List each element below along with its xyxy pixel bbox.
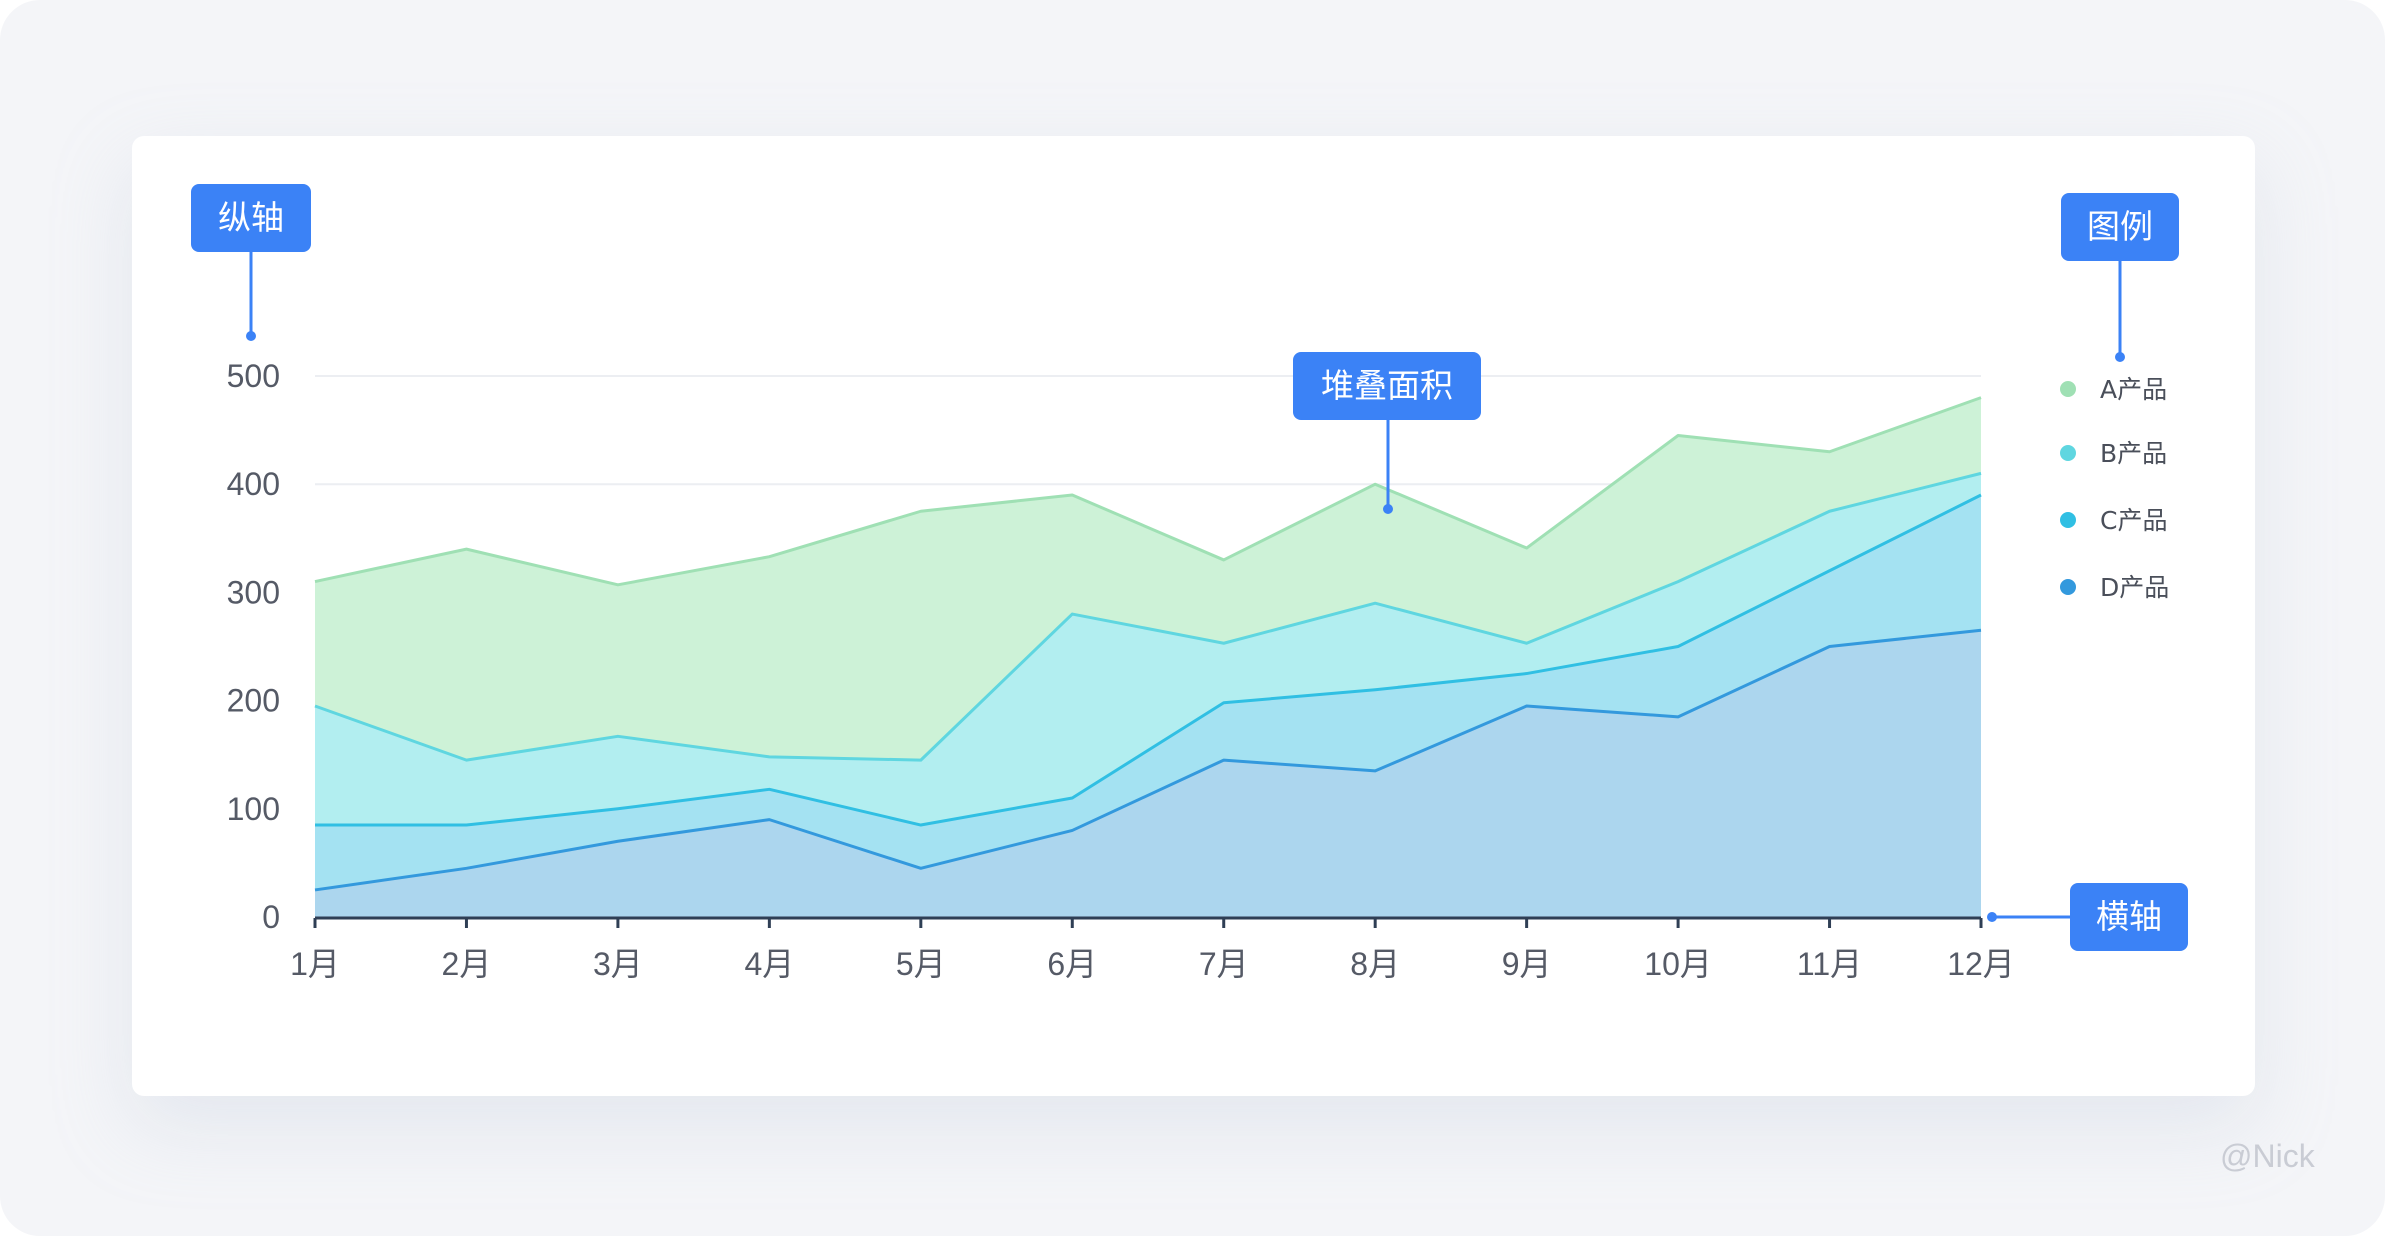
x-tick-label: 3月 [593,946,643,982]
legend-marker [2060,445,2076,461]
x-tick-label: 6月 [1047,946,1097,982]
x-tick-label: 10月 [1644,946,1712,982]
y-tick-label: 500 [227,358,280,394]
stacked-area-chart: 500 400 300 200 100 0 1月 2月 3月 4月 5月 6月 7月 8月 9月 10月 11… [227,252,2169,982]
line-D产品 [314,628,1982,892]
legend-callout: 图例 [2061,193,2179,261]
y-tick-label: 300 [227,574,280,610]
x-tick-label: 2月 [442,946,492,982]
y-tick-labels: 500 400 300 200 100 0 [227,358,280,935]
x-axis-leader-dot [1987,912,1997,922]
callout-leaders [246,252,2125,922]
legend-marker [2060,381,2076,397]
y-tick-label: 100 [227,791,280,827]
line-A产品 [314,396,1982,587]
x-tick-label: 5月 [896,946,946,982]
stacked-area-callout: 堆叠面积 [1293,352,1481,420]
y-tick-label: 400 [227,466,280,502]
legend-label: D产品 [2100,573,2169,602]
author-watermark: @Nick [2220,1138,2315,1174]
stacked-area-leader-dot [1383,504,1393,514]
legend-marker [2060,512,2076,528]
y-axis-callout: 纵轴 [191,184,311,252]
y-tick-label: 0 [262,899,280,935]
y-tick-label: 200 [227,683,280,719]
x-tick-label: 7月 [1199,946,1249,982]
axes [313,916,1983,928]
y-axis-leader-dot [246,331,256,341]
legend: A产品 B产品 C产品 D产品 [2060,375,2169,602]
legend-leader-dot [2115,352,2125,362]
area-D产品 [315,630,1981,917]
line-C产品 [315,493,1982,827]
x-tick-label: 8月 [1350,946,1400,982]
legend-label: B产品 [2100,439,2167,468]
legend-marker [2060,579,2076,595]
legend-label: A产品 [2100,375,2167,404]
x-tick-labels: 1月 2月 3月 4月 5月 6月 7月 8月 9月 10月 11月 12月 [290,946,2015,982]
x-tick-label: 4月 [744,946,794,982]
area-layers [315,397,1981,917]
x-tick-label: 12月 [1947,946,2015,982]
x-tick-label: 9月 [1502,946,1552,982]
series-lines [314,396,1982,892]
line-B产品 [314,471,1982,762]
x-tick-label: 1月 [290,946,340,982]
chart-card: 500 400 300 200 100 0 1月 2月 3月 4月 5月 6月 7月 8月 9月 10月 11… [132,136,2255,1096]
x-axis-callout: 横轴 [2070,883,2188,951]
x-tick-label: 11月 [1797,946,1862,982]
legend-label: C产品 [2100,506,2167,535]
